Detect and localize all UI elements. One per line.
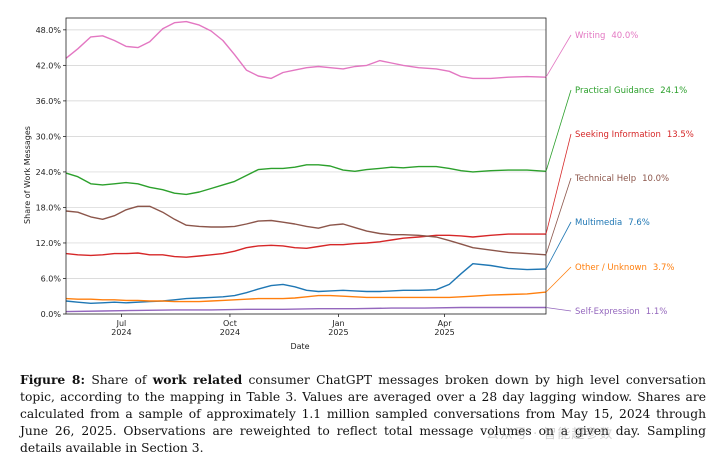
legend-layer: Writing 40.0% Practical Guidance 24.1% Seeki… bbox=[545, 31, 694, 317]
legend-connector bbox=[545, 266, 572, 293]
series-line bbox=[65, 306, 546, 313]
x-tick-month: Jul bbox=[116, 319, 127, 328]
x-tick-month: Oct bbox=[223, 319, 237, 328]
legend-connector bbox=[545, 177, 572, 255]
y-tick-label: 42.0% bbox=[36, 61, 62, 70]
x-tick-year: 2024 bbox=[111, 328, 131, 337]
caption-text-2: consumer ChatGPT messages broken down by… bbox=[20, 373, 706, 455]
legend-series-value: 10.0% bbox=[642, 174, 669, 184]
y-tick-label: 30.0% bbox=[36, 132, 62, 141]
y-tick-label: 24.0% bbox=[36, 168, 62, 177]
legend-series-value: 7.6% bbox=[628, 218, 650, 228]
legend-connector bbox=[545, 89, 572, 172]
x-axis-label: Date bbox=[290, 342, 309, 351]
series-layer bbox=[65, 20, 547, 313]
legend-series-name: Multimedia bbox=[575, 218, 622, 228]
series-line bbox=[65, 205, 547, 256]
grid-layer bbox=[66, 29, 546, 315]
x-tick-year: 2024 bbox=[220, 328, 240, 337]
caption-figure-label: Figure 8: bbox=[20, 372, 86, 387]
series-line bbox=[65, 263, 547, 304]
y-tick-label: 6.0% bbox=[41, 274, 62, 283]
legend-connector bbox=[545, 133, 572, 235]
legend-connector bbox=[545, 34, 572, 78]
x-tick-year: 2025 bbox=[434, 328, 454, 337]
legend-series-name: Other / Unknown bbox=[575, 263, 647, 273]
y-tick-label: 18.0% bbox=[36, 203, 62, 212]
figure-caption: Figure 8: Share of work related consumer… bbox=[20, 371, 706, 457]
y-axis-label: Share of Work Messages bbox=[23, 126, 32, 224]
legend-series-name: Seeking Information bbox=[575, 130, 661, 140]
watermark: 公众号 · 智能超参数 bbox=[486, 427, 614, 442]
legend-series-value: 1.1% bbox=[646, 307, 668, 317]
legend-series-value: 24.1% bbox=[660, 86, 687, 96]
x-tick-month: Apr bbox=[438, 319, 453, 328]
series-line bbox=[65, 291, 547, 303]
legend-series-name: Technical Help bbox=[574, 174, 636, 184]
y-tick-label: 48.0% bbox=[36, 26, 62, 35]
legend-series-value: 3.7% bbox=[653, 263, 675, 273]
y-tick-label: 0.0% bbox=[41, 310, 62, 319]
line-chart: Share of Work Messages Date 0.0% 6.0% 12.0… bbox=[23, 17, 694, 351]
caption-text-1: Share of bbox=[85, 373, 153, 387]
x-tick-year: 2025 bbox=[328, 328, 348, 337]
legend-series-value: 40.0% bbox=[611, 31, 638, 41]
y-tick-label: 36.0% bbox=[36, 97, 62, 106]
series-line bbox=[65, 164, 547, 196]
series-line bbox=[65, 20, 547, 80]
legend-series-name: Self-Expression bbox=[575, 307, 640, 317]
legend-connector bbox=[545, 221, 572, 270]
axis-layer: 0.0% 6.0% 12.0% 18.0% 24.0% 30.0% 36.0% 42.0% 48… bbox=[36, 17, 547, 337]
legend-series-name: Writing bbox=[575, 31, 605, 41]
legend-series-name: Practical Guidance bbox=[575, 86, 654, 96]
plot-frame bbox=[65, 17, 547, 315]
x-tick-month: Jan bbox=[331, 319, 344, 328]
y-tick-label: 12.0% bbox=[36, 239, 62, 248]
series-line bbox=[65, 233, 546, 258]
legend-series-value: 13.5% bbox=[667, 130, 694, 140]
legend-connector bbox=[545, 307, 572, 312]
caption-bold-phrase: work related bbox=[152, 372, 243, 387]
